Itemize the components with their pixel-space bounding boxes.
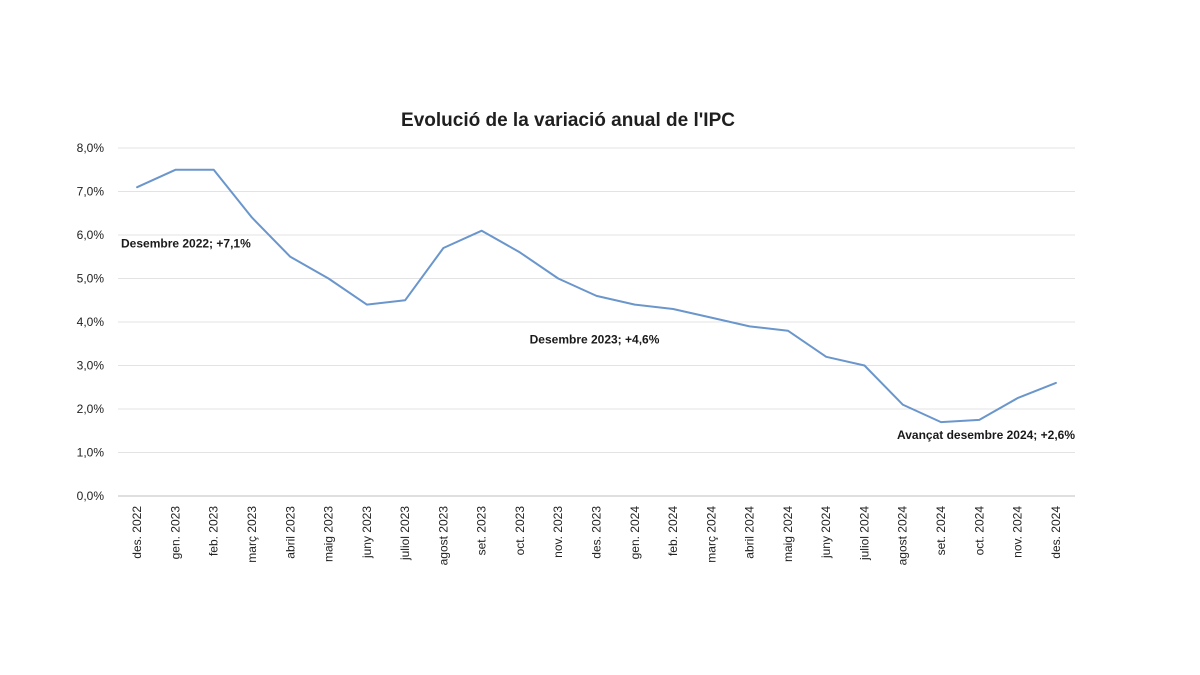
y-tick-label: 4,0% <box>77 315 105 329</box>
x-tick-label: gen. 2024 <box>628 506 642 560</box>
x-tick-label: juliol 2023 <box>398 506 412 561</box>
x-tick-label: abril 2024 <box>743 506 757 559</box>
annotation-label: Avançat desembre 2024; +2,6% <box>897 428 1075 442</box>
x-tick-label: març 2023 <box>245 506 259 563</box>
series <box>136 168 1057 424</box>
gridlines <box>118 147 1075 453</box>
y-tick-label: 6,0% <box>77 228 105 242</box>
y-tick-label: 8,0% <box>77 141 105 155</box>
y-tick-label: 0,0% <box>77 489 105 503</box>
y-tick-label: 2,0% <box>77 402 105 416</box>
x-tick-label: des. 2024 <box>1049 506 1063 559</box>
x-tick-label: oct. 2024 <box>972 506 986 556</box>
x-tick-label: nov. 2023 <box>551 506 565 558</box>
x-tick-label: març 2024 <box>704 506 718 563</box>
annotation-label: Desembre 2023; +4,6% <box>530 332 660 346</box>
x-tick-label: maig 2023 <box>322 506 336 562</box>
x-tick-label: set. 2024 <box>934 506 948 556</box>
y-axis-ticks: 0,0% 1,0% 2,0% 3,0% 4,0% 5,0% 6,0% 7,0% 8,0% <box>77 141 105 503</box>
x-axis-ticks: des. 2022 gen. 2023 feb. 2023 març 2023 abri… <box>130 506 1063 566</box>
x-tick-label: feb. 2023 <box>207 506 221 556</box>
x-tick-label: maig 2024 <box>781 506 795 562</box>
x-tick-label: agost 2023 <box>436 506 450 566</box>
annotations: Desembre 2022; +7,1% Desembre 2023; +4,6%… <box>121 237 1075 442</box>
y-tick-label: 5,0% <box>77 272 105 286</box>
x-tick-label: oct. 2023 <box>513 506 527 556</box>
x-tick-label: juny 2023 <box>360 506 374 559</box>
x-tick-label: feb. 2024 <box>666 506 680 556</box>
y-tick-label: 3,0% <box>77 359 105 373</box>
x-tick-label: set. 2023 <box>475 506 489 556</box>
x-tick-label: des. 2022 <box>130 506 144 559</box>
x-tick-label: abril 2023 <box>283 506 297 559</box>
y-tick-label: 7,0% <box>77 185 105 199</box>
x-tick-label: agost 2024 <box>896 506 910 566</box>
chart-title: Evolució de la variació anual de l'IPC <box>401 110 735 131</box>
x-tick-label: gen. 2023 <box>168 506 182 560</box>
x-tick-label: juny 2024 <box>819 506 833 559</box>
x-tick-label: juliol 2024 <box>857 506 871 561</box>
y-tick-label: 1,0% <box>77 446 105 460</box>
x-tick-label: des. 2023 <box>590 506 604 559</box>
annotation-label: Desembre 2022; +7,1% <box>121 237 251 251</box>
x-tick-label: nov. 2024 <box>1011 506 1025 558</box>
